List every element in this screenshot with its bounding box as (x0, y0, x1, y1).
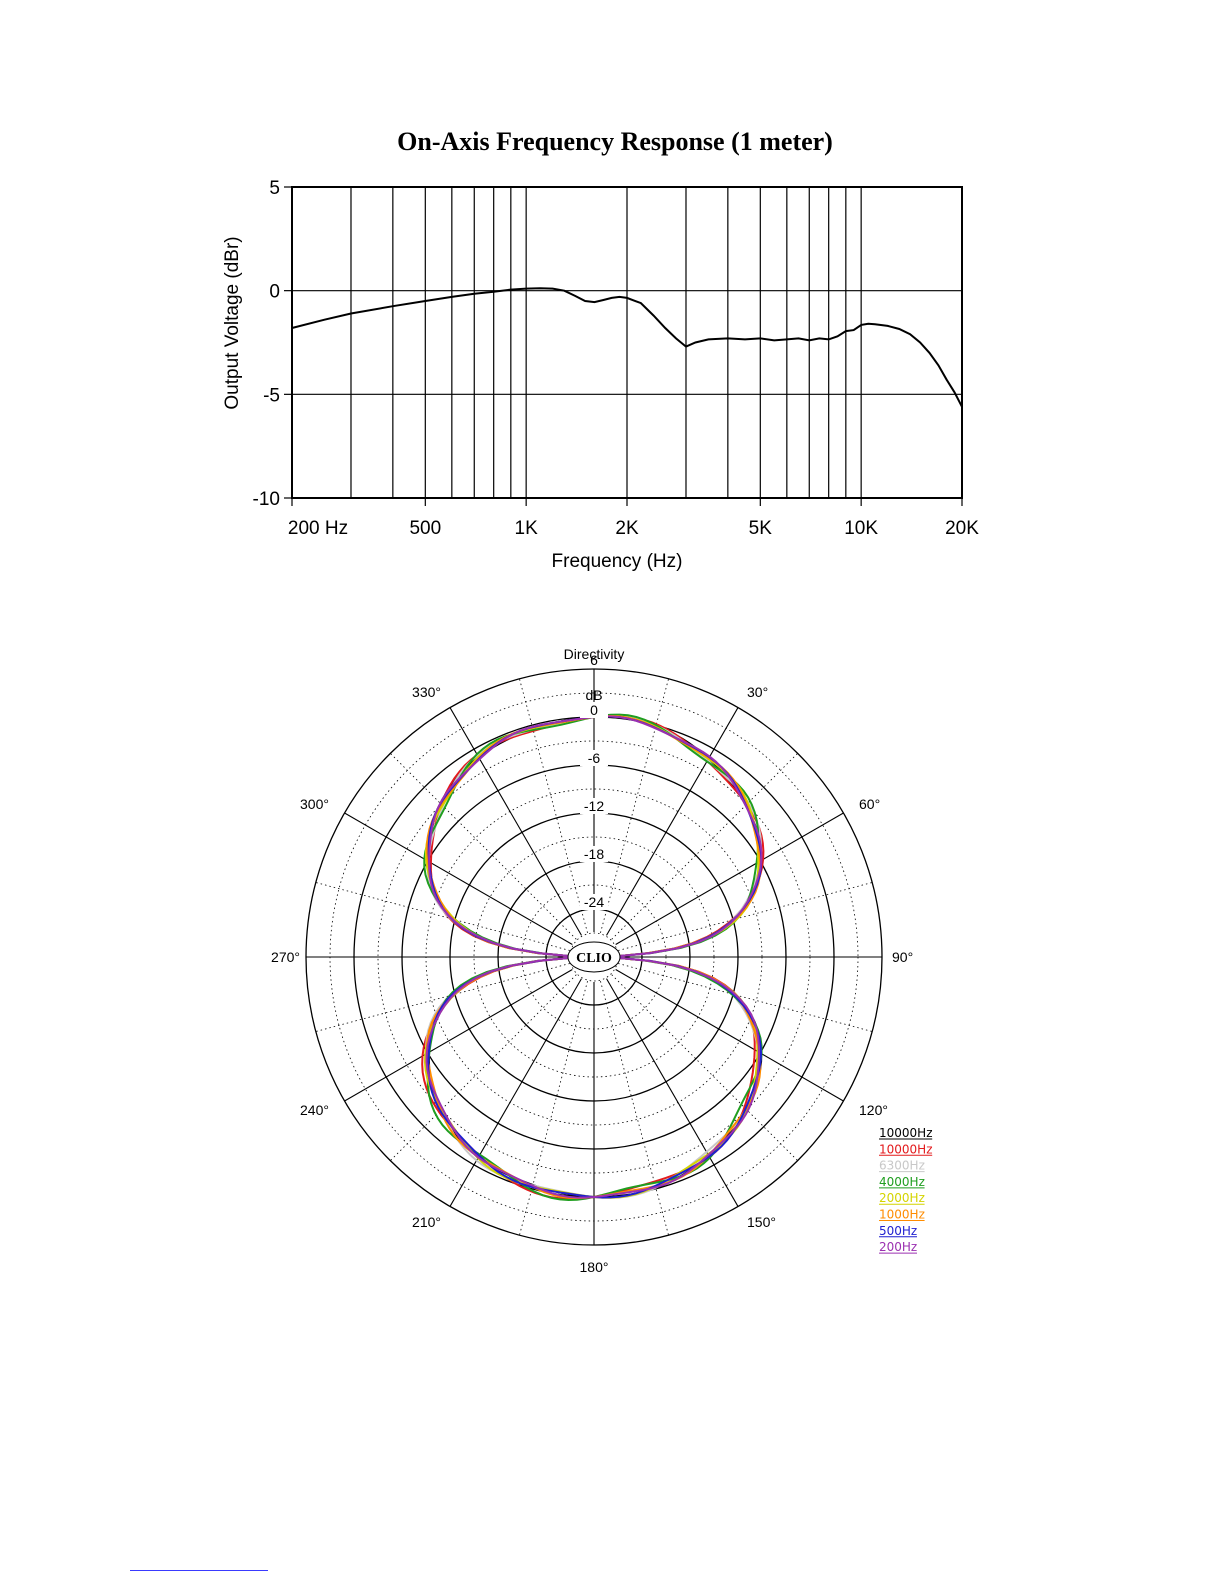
polar-angle-label: 270° (271, 949, 300, 965)
fr-x-axis-label: Frequency (Hz) (552, 551, 683, 572)
fr-y-tick-label: 0 (269, 282, 280, 303)
polar-r-label-bg (580, 894, 608, 910)
fr-series-line (291, 287, 963, 408)
polar-spoke (615, 969, 844, 1102)
polar-spoke (600, 981, 669, 1236)
fr-y-tick-label: -10 (253, 489, 280, 510)
polar-spoke (600, 678, 669, 933)
footer-link-underline[interactable] (130, 1570, 268, 1571)
polar-r-tick-labels: 0 -6 -12 -18 -24 6 (580, 652, 608, 910)
legend-entry: 500Hz (879, 1224, 917, 1238)
polar-unit-label: dB (585, 687, 602, 703)
polar-grid (305, 668, 883, 1246)
polar-spoke (519, 678, 588, 933)
polar-r-label-bg (580, 750, 608, 766)
fr-y-tick-label: -5 (263, 385, 280, 406)
polar-spoke (615, 812, 844, 945)
polar-r-tick-label: 6 (590, 652, 598, 668)
frequency-response-chart: On-Axis Frequency Response (1 meter) 5 0 -… (222, 127, 979, 572)
fr-x-tick-label: 10K (844, 518, 878, 539)
polar-spoke (611, 753, 798, 940)
fr-x-ticks: 200 Hz 500 1K 2K 5K 10K 20K (288, 498, 979, 539)
polar-title: Directivity (564, 646, 625, 662)
polar-angle-label: 180° (580, 1259, 609, 1275)
polar-spoke (449, 707, 582, 936)
polar-legend: 10000Hz 10000Hz 6300Hz 4000Hz 2000Hz 1000Hz 50… (879, 1126, 933, 1254)
fr-x-tick-label: 2K (615, 518, 639, 539)
polar-spoke (618, 963, 873, 1032)
legend-entry: 10000Hz (879, 1142, 933, 1156)
fr-plot-frame (291, 186, 963, 499)
polar-series (421, 713, 765, 1202)
directivity-polar-chart: 0 -6 -12 -18 -24 6 30° 60° 90° 120° 150° 180° 210° 2… (271, 646, 933, 1275)
polar-spoke (390, 753, 577, 940)
legend-entry: 6300Hz (879, 1159, 925, 1173)
fr-x-tick-label: 500 (409, 518, 441, 539)
polar-angle-label: 60° (859, 796, 880, 812)
polar-spoke (344, 812, 573, 945)
polar-angle-label: 300° (300, 796, 329, 812)
polar-spoke (606, 978, 739, 1207)
fr-grid (292, 186, 962, 499)
legend-entry: 4000Hz (879, 1175, 925, 1189)
polar-spoke (519, 981, 588, 1236)
polar-r-tick-label: -18 (584, 846, 604, 862)
polar-spoke (315, 963, 570, 1032)
clio-center-label: CLIO (576, 951, 612, 966)
legend-entry: 200Hz (879, 1240, 917, 1254)
fr-y-tick-label: 5 (269, 178, 280, 199)
legend-entry: 2000Hz (879, 1191, 925, 1205)
polar-r-label-bg (580, 798, 608, 814)
polar-angle-label: 150° (747, 1214, 776, 1230)
polar-series-200hz (425, 715, 763, 1199)
legend-entry: 1000Hz (879, 1208, 925, 1222)
polar-r-tick-label: -6 (588, 750, 601, 766)
polar-spoke (315, 882, 570, 951)
polar-angle-label: 120° (859, 1102, 888, 1118)
polar-r-label-bg (580, 702, 608, 718)
polar-angle-label: 330° (412, 684, 441, 700)
polar-r-tick-label: -12 (584, 798, 604, 814)
polar-spoke (606, 707, 739, 936)
fr-y-ticks: 5 0 -5 -10 (253, 178, 292, 510)
clio-center-badge: CLIO (567, 941, 621, 973)
polar-angle-labels: 30° 60° 90° 120° 150° 180° 210° 240° 270° 300° 330… (271, 684, 913, 1275)
fr-x-tick-label: 200 Hz (288, 518, 348, 539)
polar-angle-label: 30° (747, 684, 768, 700)
polar-angle-label: 210° (412, 1214, 441, 1230)
polar-angle-label: 90° (892, 949, 913, 965)
fr-y-axis-label: Output Voltage (dBr) (222, 236, 243, 409)
polar-angle-label: 240° (300, 1102, 329, 1118)
polar-r-tick-label: 0 (590, 702, 598, 718)
polar-r-label-bg (580, 846, 608, 862)
polar-spoke (390, 974, 577, 1161)
polar-spoke (449, 978, 582, 1207)
polar-r-tick-label: -24 (584, 894, 604, 910)
polar-spoke (611, 974, 798, 1161)
fr-chart-title: On-Axis Frequency Response (1 meter) (397, 127, 833, 156)
fr-x-tick-label: 1K (515, 518, 539, 539)
legend-entry: 10000Hz (879, 1126, 933, 1140)
polar-spoke (344, 969, 573, 1102)
fr-x-tick-label: 20K (945, 518, 979, 539)
polar-spoke (618, 882, 873, 951)
fr-x-tick-label: 5K (749, 518, 773, 539)
